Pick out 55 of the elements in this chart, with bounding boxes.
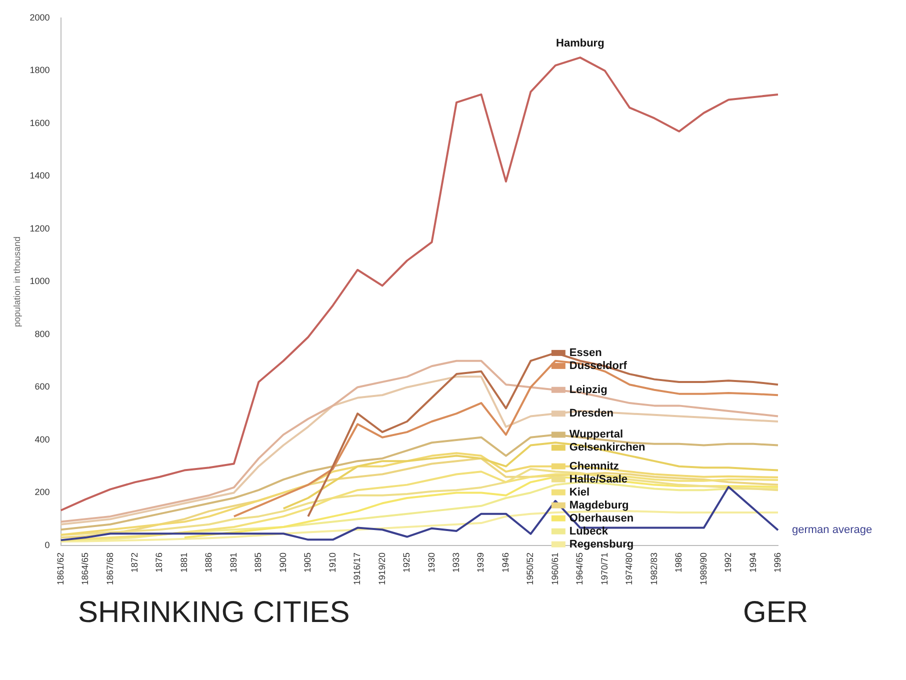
- legend-label: Magdeburg: [569, 499, 629, 512]
- legend-label: Regensburg: [569, 538, 634, 550]
- x-tick-label: 1933: [450, 552, 461, 572]
- text: GER: [742, 596, 808, 630]
- y-tick-label: 400: [34, 434, 50, 444]
- x-tick-label: 1905: [302, 552, 313, 572]
- x-tick-label: 1950/52: [525, 552, 536, 586]
- y-tick-label: 2000: [30, 12, 50, 22]
- x-tick-label: 1872: [129, 552, 140, 572]
- y-tick-label: 1600: [30, 118, 50, 128]
- x-tick-label: 1930: [426, 552, 436, 572]
- y-tick-label: 800: [34, 328, 50, 339]
- x-tick-label: 1989/90: [698, 552, 708, 586]
- x-tick-label: 1992: [723, 552, 734, 572]
- legend-label: Kiel: [569, 486, 590, 498]
- x-tick-label: 1910: [327, 552, 338, 572]
- x-tick-label: 1895: [253, 552, 264, 572]
- series-label: Essen: [569, 346, 602, 359]
- x-tick-label: 1964/65: [574, 552, 585, 586]
- x-tick-label: 1886: [204, 552, 214, 572]
- x-tick-label: 1939: [476, 552, 486, 572]
- y-tick-label: 1400: [30, 170, 50, 181]
- x-tick-label: 1960/61: [550, 552, 560, 586]
- x-tick-label: 1925: [402, 552, 412, 572]
- x-tick-label: 1881: [178, 552, 189, 572]
- x-tick-label: 1891: [228, 552, 238, 572]
- y-tick-label: 600: [34, 382, 50, 392]
- x-tick-label: 1946: [500, 552, 510, 572]
- x-tick-label: 1900: [278, 552, 288, 572]
- legend-label: Lubeck: [569, 525, 609, 538]
- x-tick-label: 1916/17: [352, 552, 362, 586]
- y-tick-label: 1200: [30, 223, 50, 234]
- y-axis-title: population in thousand: [12, 236, 22, 328]
- series-label: Hamburg: [556, 38, 604, 50]
- y-tick-label: 1800: [30, 65, 50, 76]
- series-label: Halle/Saale: [569, 473, 628, 486]
- x-tick-label: 1867/68: [104, 552, 115, 586]
- x-tick-label: 1919/20: [376, 552, 387, 586]
- text: SHRINKING CITIES: [78, 596, 350, 630]
- y-tick-label: 0: [44, 540, 50, 550]
- series-label: german average: [792, 524, 872, 536]
- x-tick-label: 1876: [154, 552, 164, 572]
- series-label: Leipzig: [569, 384, 608, 396]
- x-tick-label: 1996: [772, 552, 782, 572]
- series-label: Dresden: [569, 408, 614, 420]
- x-tick-label: 1864/65: [80, 552, 90, 586]
- series-label: Wuppertal: [569, 428, 624, 441]
- x-tick-label: 1861/62: [55, 552, 66, 586]
- y-tick-label: 1000: [30, 276, 50, 286]
- x-tick-label: 1986: [674, 552, 684, 572]
- x-tick-label: 1974/80: [624, 552, 634, 586]
- y-tick-label: 200: [34, 487, 50, 498]
- x-tick-label: 1994: [748, 552, 758, 572]
- x-tick-label: 1982/83: [648, 552, 659, 586]
- x-tick-label: 1970/71: [599, 552, 610, 586]
